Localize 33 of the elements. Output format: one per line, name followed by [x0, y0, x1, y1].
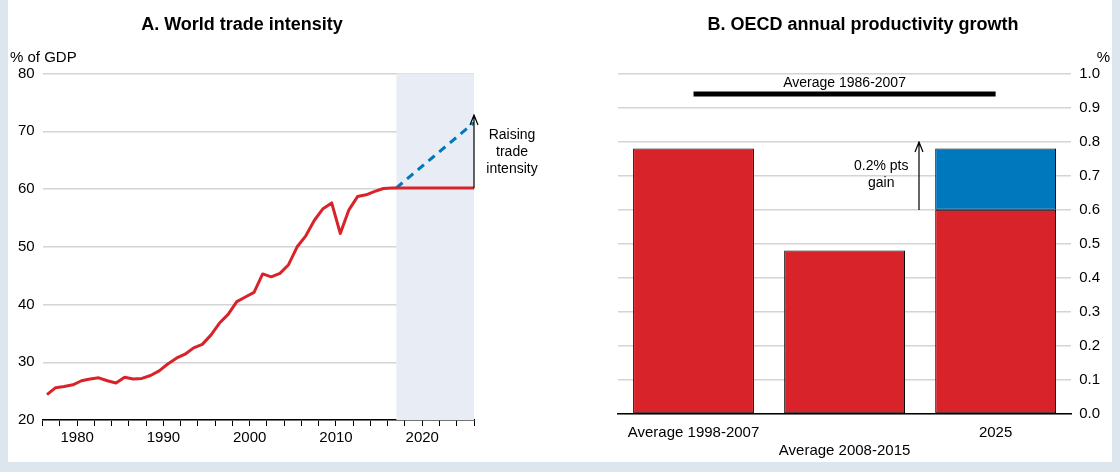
y-tick-label: 70 — [18, 121, 35, 139]
annotation: 0.2% pts gain — [853, 156, 909, 190]
chart-title: A. World trade intensity — [141, 13, 343, 34]
y-tick-label: 50 — [18, 236, 35, 254]
x-tick-label: 2000 — [233, 428, 267, 446]
ref-line-label: Average 1986-2007 — [783, 73, 907, 90]
y-tick-label: 0.9 — [1079, 97, 1101, 115]
y-tick-label: 0.1 — [1079, 370, 1101, 388]
x-tick-label: Average 2008-2015 — [778, 441, 911, 459]
y-tick-label: 0.2 — [1079, 336, 1101, 354]
y-tick-label: 60 — [18, 179, 35, 197]
y-tick-label: 0.4 — [1079, 267, 1101, 285]
x-tick-label: 2010 — [319, 428, 353, 446]
y-tick-label: 80 — [18, 63, 35, 81]
text: Raising trade intensity — [486, 126, 538, 177]
y-tick-label: 20 — [18, 410, 35, 428]
y-tick-label: 0.5 — [1079, 233, 1101, 251]
y-tick-label: 30 — [18, 352, 35, 370]
y-axis-title: % — [1096, 48, 1110, 66]
y-tick-label: 0.3 — [1079, 302, 1101, 320]
y-tick-label: 0.6 — [1079, 199, 1101, 217]
y-tick-label: 1.0 — [1079, 63, 1101, 81]
x-tick-label: 2020 — [405, 428, 439, 446]
y-tick-label: 40 — [18, 294, 35, 312]
y-tick-label: 0.0 — [1079, 404, 1101, 422]
y-tick-label: 0.8 — [1079, 131, 1101, 149]
x-tick-label: 1990 — [146, 428, 181, 446]
x-tick-label: 1980 — [60, 428, 94, 446]
chart-title: B. OECD annual productivity growth — [707, 13, 1019, 34]
y-axis-title: % of GDP — [10, 48, 77, 66]
y-tick-label: 0.7 — [1079, 165, 1101, 183]
x-tick-label: Average 1998-2007 — [627, 423, 760, 441]
x-tick-label: 2025 — [978, 423, 1013, 441]
